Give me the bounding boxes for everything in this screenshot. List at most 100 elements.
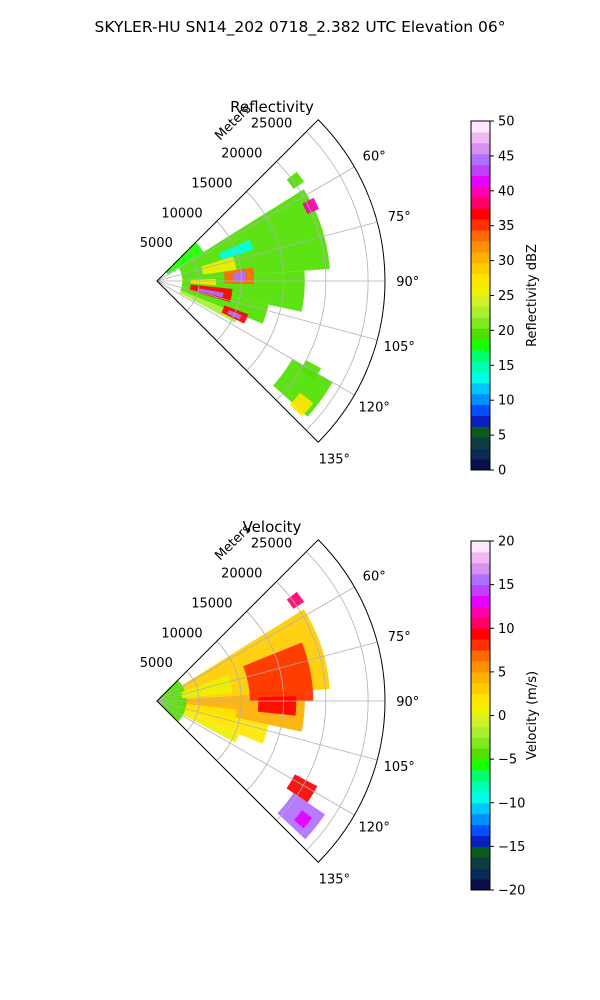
velocity-colorbar: −20 −15 −10 −5 0 5 10 15 20 Velocity (m/s) xyxy=(470,535,540,899)
colorbar-swatch xyxy=(471,824,490,836)
colorbar-swatch xyxy=(471,360,490,373)
colorbar-swatch xyxy=(471,350,490,362)
colorbar-swatch xyxy=(471,295,490,307)
colorbar-swatch xyxy=(471,857,490,869)
colorbar-tick-label: 25 xyxy=(498,289,515,304)
radial-axis-label: Meters xyxy=(212,522,254,564)
radial-tick-label: 20000 xyxy=(221,147,262,162)
colorbar-swatch xyxy=(471,273,490,286)
colorbar-swatch xyxy=(471,628,490,640)
azimuth-gridline xyxy=(156,586,355,702)
colorbar-swatch xyxy=(471,879,490,891)
echo-cell xyxy=(273,359,333,417)
colorbar-swatch xyxy=(471,802,490,815)
colorbar-swatch xyxy=(471,459,490,471)
colorbar-swatch xyxy=(471,737,490,749)
echo-cell xyxy=(201,256,237,275)
velocity-title: Velocity xyxy=(243,518,302,536)
radial-tick-label: 25000 xyxy=(251,537,292,552)
echo-cell xyxy=(179,710,240,743)
colorbar-swatch xyxy=(471,791,490,804)
colorbar-swatch xyxy=(471,704,490,716)
colorbar-tick-label: 10 xyxy=(498,394,515,409)
radial-tick-label: 15000 xyxy=(191,176,232,191)
colorbar-swatch xyxy=(471,846,490,858)
colorbar-swatch xyxy=(471,671,490,684)
reflectivity-title: Reflectivity xyxy=(230,98,314,116)
azimuth-gridline xyxy=(156,641,378,702)
colorbar-swatch xyxy=(471,551,490,564)
radial-tick-label: 5000 xyxy=(140,656,173,671)
azimuth-gridline xyxy=(156,221,378,282)
angle-tick-label: 60° xyxy=(363,150,386,165)
colorbar-tick-label: 0 xyxy=(498,709,506,724)
colorbar-swatch xyxy=(471,868,490,880)
colorbar-swatch xyxy=(471,584,490,597)
reflectivity-colorbar: 0 5 10 15 20 25 30 35 40 45 50 Reflectivity dBZ xyxy=(470,115,540,479)
colorbar-swatch xyxy=(471,121,490,133)
echo-cell xyxy=(286,591,305,609)
echo-cell xyxy=(180,675,233,699)
colorbar-swatch xyxy=(471,240,490,253)
colorbar-swatch xyxy=(471,404,490,416)
angle-tick-label: 105° xyxy=(384,340,415,355)
angle-tick-label: 135° xyxy=(319,872,350,887)
colorbar-swatch xyxy=(471,208,490,220)
azimuth-gridline xyxy=(156,700,355,816)
radial-tick-label: 5000 xyxy=(140,236,173,251)
colorbar-tick-label: 15 xyxy=(498,359,515,374)
radial-tick-label: 25000 xyxy=(251,117,292,132)
radial-tick-label: 20000 xyxy=(221,567,262,582)
colorbar-swatch xyxy=(471,682,490,695)
angle-tick-label: 90° xyxy=(396,695,419,710)
sector-outline xyxy=(156,119,386,443)
angle-tick-label: 120° xyxy=(359,820,390,835)
colorbar-swatch xyxy=(471,541,490,553)
angle-tick-label: 90° xyxy=(396,275,419,290)
angle-tick-label: 135° xyxy=(319,452,350,467)
echo-cell xyxy=(197,288,224,298)
colorbar-swatch xyxy=(471,617,490,629)
colorbar-label: Velocity (m/s) xyxy=(525,671,540,760)
colorbar-tick-label: 30 xyxy=(498,254,515,269)
angle-tick-label: 105° xyxy=(384,760,415,775)
colorbar-swatch xyxy=(471,448,490,460)
figure-suptitle: SKYLER-HU SN14_202 0718_2.382 UTC Elevat… xyxy=(95,18,506,37)
colorbar-swatch xyxy=(471,251,490,264)
azimuth-gridline xyxy=(156,280,355,396)
colorbar-tick-label: 35 xyxy=(498,219,515,234)
echo-cell xyxy=(190,278,217,286)
echo-cell xyxy=(179,290,240,323)
colorbar-swatch xyxy=(471,164,490,177)
colorbar-tick-label: 20 xyxy=(498,324,515,339)
velocity-sector: 60° 75° 90° 105° 120° 135° 5000 10000 15000 20000… xyxy=(140,522,420,888)
colorbar-swatch xyxy=(471,780,490,793)
colorbar-swatch xyxy=(471,835,490,847)
colorbar-swatch xyxy=(471,573,490,586)
azimuth-gridline xyxy=(156,280,378,341)
colorbar-swatch xyxy=(471,306,490,318)
colorbar-swatch xyxy=(471,142,490,155)
colorbar-swatch xyxy=(471,759,490,771)
colorbar-tick-label: 20 xyxy=(498,535,515,550)
colorbar-swatch xyxy=(471,562,490,575)
colorbar-tick-label: 10 xyxy=(498,622,515,637)
colorbar-tick-label: 5 xyxy=(498,665,506,680)
colorbar-swatch xyxy=(471,426,490,438)
sector-outline xyxy=(156,539,386,863)
colorbar-swatch xyxy=(471,748,490,760)
colorbar-swatch xyxy=(471,284,490,296)
colorbar-swatch xyxy=(471,770,490,782)
colorbar-swatch xyxy=(471,197,490,209)
angle-tick-label: 75° xyxy=(388,210,411,225)
angle-tick-label: 60° xyxy=(363,570,386,585)
colorbar-swatch xyxy=(471,726,490,738)
colorbar-swatch xyxy=(471,230,490,242)
colorbar-swatch xyxy=(471,393,490,406)
velocity-panel: Velocity 60° 75° 90° 105° 120° 135° 5000 10000 1… xyxy=(140,518,540,899)
echo-cell xyxy=(165,242,204,275)
colorbar-swatch xyxy=(471,219,490,231)
colorbar-swatch xyxy=(471,262,490,275)
colorbar-tick-label: 45 xyxy=(498,149,515,164)
colorbar-swatch xyxy=(471,131,490,144)
